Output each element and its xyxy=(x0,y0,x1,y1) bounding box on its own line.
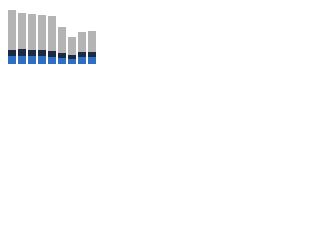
bar-segment xyxy=(58,27,66,53)
bar-segment xyxy=(88,57,96,64)
bar-segment xyxy=(38,56,46,64)
bar-segment xyxy=(78,32,86,52)
bar-segment xyxy=(28,50,36,56)
bar-segment xyxy=(8,10,16,50)
bar-segment xyxy=(18,13,26,49)
bar-segment xyxy=(28,56,36,64)
bar-segment xyxy=(8,56,16,64)
bar-segment xyxy=(38,50,46,56)
bar-segment xyxy=(58,53,66,58)
bar-segment xyxy=(78,52,86,57)
bar-segment xyxy=(68,55,76,59)
bar-segment xyxy=(78,57,86,64)
bar-segment xyxy=(88,52,96,57)
bar-segment xyxy=(88,31,96,52)
bar-segment xyxy=(18,56,26,64)
chart xyxy=(0,0,100,71)
bar-segment xyxy=(8,50,16,56)
bar-segment xyxy=(48,57,56,64)
bar-segment xyxy=(18,49,26,56)
bar-segment xyxy=(28,14,36,50)
bar-segment xyxy=(48,51,56,57)
bar-segment xyxy=(48,16,56,51)
bar-segment xyxy=(68,37,76,55)
bar-segment xyxy=(38,15,46,50)
bar-segment xyxy=(68,59,76,64)
bar-segment xyxy=(58,58,66,64)
